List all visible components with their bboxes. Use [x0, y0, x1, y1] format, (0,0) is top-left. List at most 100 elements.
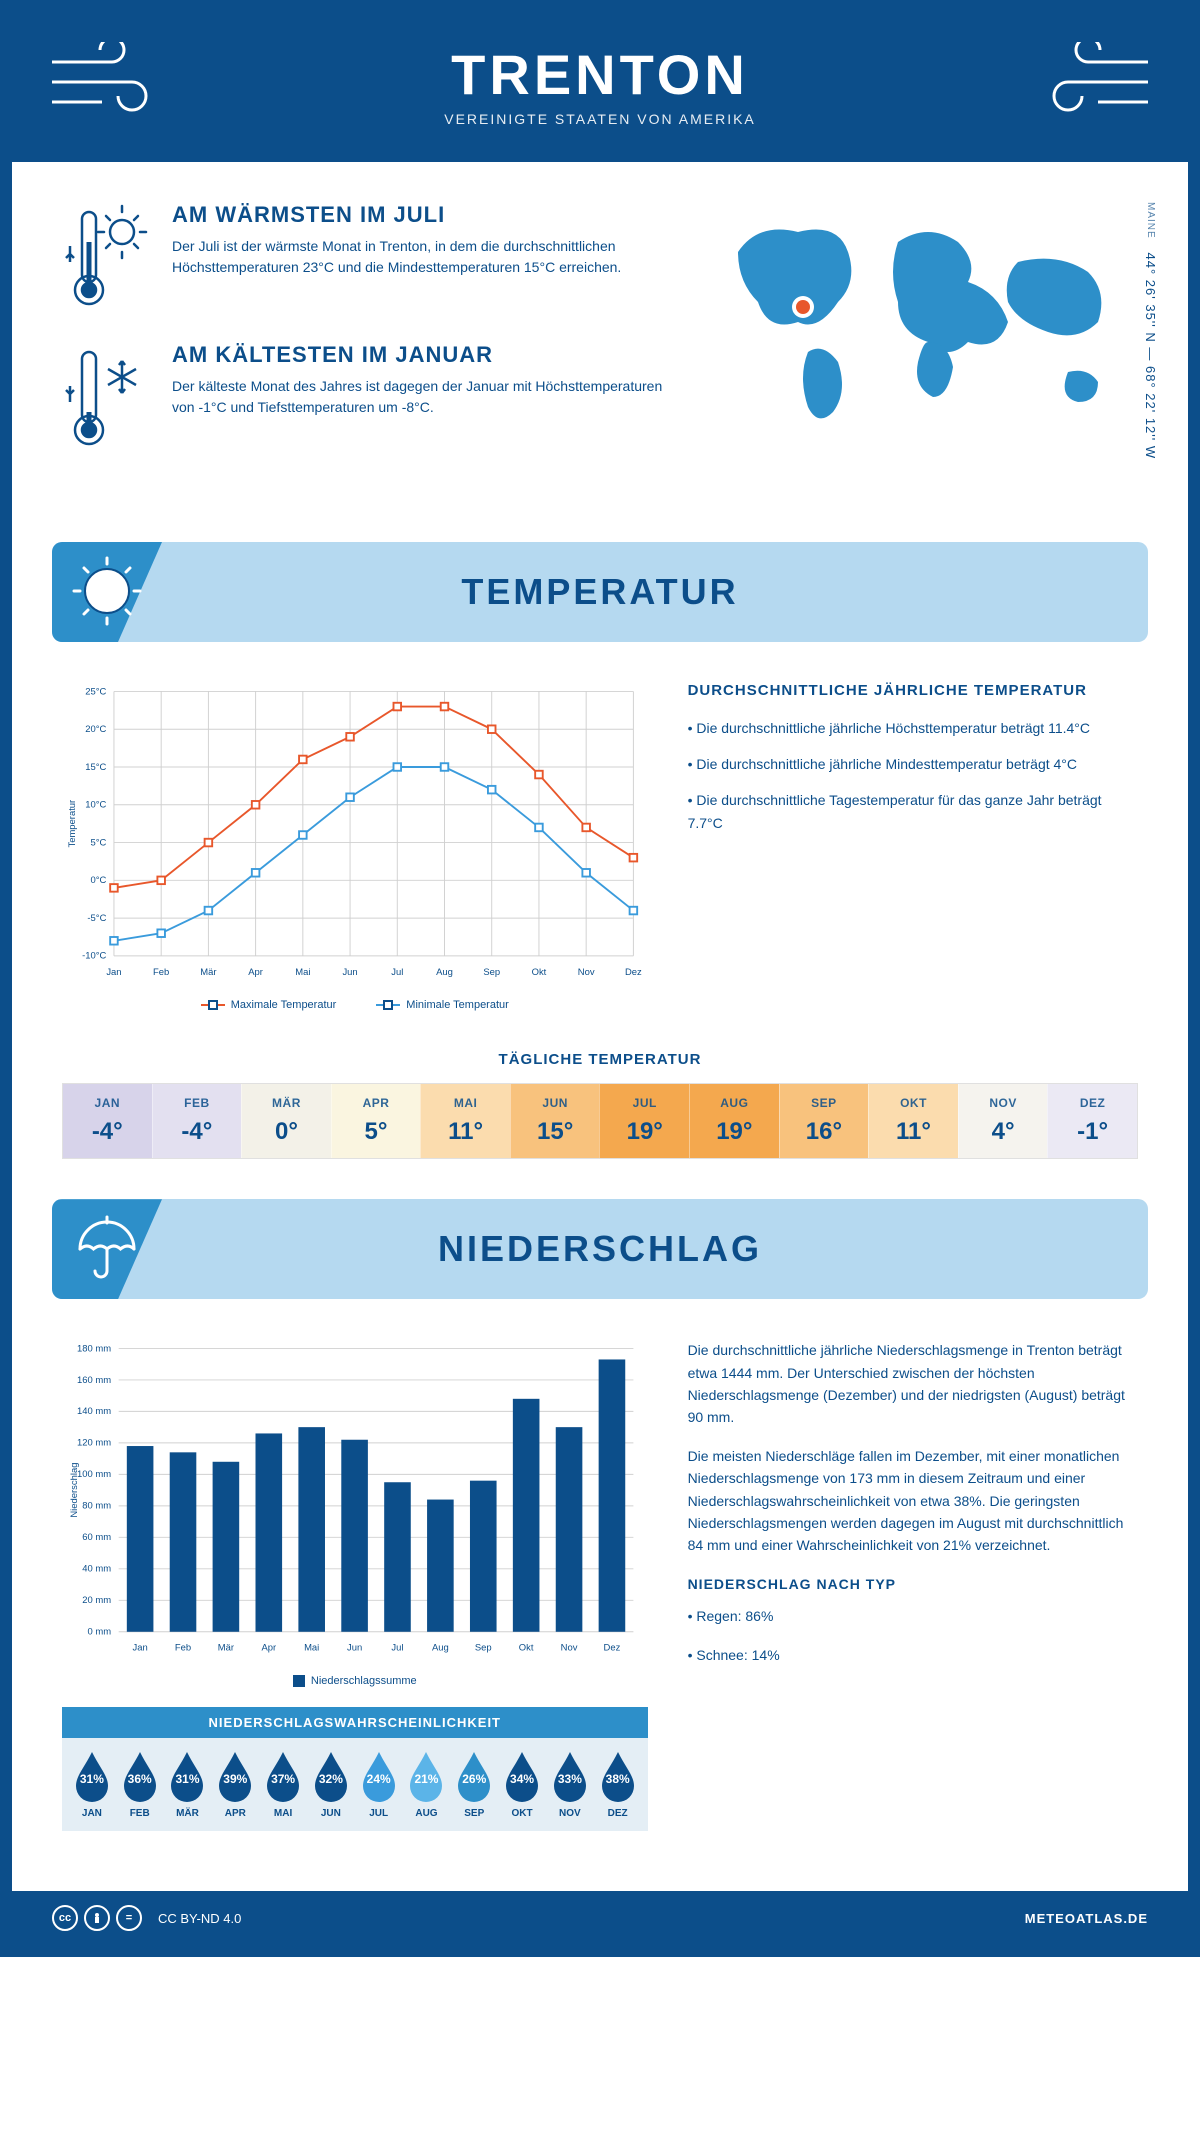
svg-text:20°C: 20°C	[85, 724, 106, 735]
svg-text:100 mm: 100 mm	[77, 1469, 111, 1480]
warmest-block: AM WÄRMSTEN IM JULI Der Juli ist der wär…	[62, 202, 668, 312]
daily-cell: FEB-4°	[152, 1084, 242, 1158]
svg-text:0 mm: 0 mm	[88, 1627, 112, 1638]
svg-text:Mai: Mai	[304, 1643, 319, 1654]
svg-text:140 mm: 140 mm	[77, 1406, 111, 1417]
svg-text:15°C: 15°C	[85, 762, 106, 773]
warmest-title: AM WÄRMSTEN IM JULI	[172, 202, 668, 228]
temperature-title: TEMPERATUR	[461, 571, 738, 613]
thermometer-sun-icon	[62, 202, 152, 312]
cc-icon: cc	[52, 1905, 78, 1931]
svg-text:Jul: Jul	[391, 1643, 403, 1654]
svg-text:Apr: Apr	[261, 1643, 276, 1654]
svg-text:Sep: Sep	[475, 1643, 492, 1654]
daily-cell: DEZ-1°	[1047, 1084, 1137, 1158]
svg-text:180 mm: 180 mm	[77, 1343, 111, 1354]
svg-text:Feb: Feb	[175, 1643, 191, 1654]
intro-section: AM WÄRMSTEN IM JULI Der Juli ist der wär…	[12, 162, 1188, 512]
svg-text:Okt: Okt	[519, 1643, 534, 1654]
svg-text:Temperatur: Temperatur	[67, 800, 78, 848]
umbrella-icon	[70, 1211, 145, 1286]
coldest-title: AM KÄLTESTEN IM JANUAR	[172, 342, 668, 368]
nd-icon: =	[116, 1905, 142, 1931]
license-text: CC BY-ND 4.0	[158, 1911, 241, 1926]
temperature-section-header: TEMPERATUR	[52, 542, 1148, 642]
page: TRENTON VEREINIGTE STAATEN VON AMERIKA	[0, 0, 1200, 1957]
daily-cell: JAN-4°	[63, 1084, 152, 1158]
probability-drop: 37% MAI	[259, 1750, 307, 1819]
precipitation-section-header: NIEDERSCHLAG	[52, 1199, 1148, 1299]
probability-drop: 26% SEP	[450, 1750, 498, 1819]
site-name: METEOATLAS.DE	[1025, 1911, 1148, 1926]
svg-text:160 mm: 160 mm	[77, 1375, 111, 1386]
probability-drop: 31% JAN	[68, 1750, 116, 1819]
svg-text:Mai: Mai	[295, 967, 310, 978]
license-badges: cc = CC BY-ND 4.0	[52, 1905, 241, 1931]
thermometer-snow-icon	[62, 342, 152, 452]
daily-cell: OKT11°	[868, 1084, 958, 1158]
probability-drop: 33% NOV	[546, 1750, 594, 1819]
probability-drop: 21% AUG	[403, 1750, 451, 1819]
footer: cc = CC BY-ND 4.0 METEOATLAS.DE	[12, 1891, 1188, 1945]
temperature-info: DURCHSCHNITTLICHE JÄHRLICHE TEMPERATUR •…	[688, 682, 1138, 1011]
daily-cell: SEP16°	[779, 1084, 869, 1158]
city-title: TRENTON	[32, 42, 1168, 107]
svg-text:80 mm: 80 mm	[82, 1501, 111, 1512]
header: TRENTON VEREINIGTE STAATEN VON AMERIKA	[12, 12, 1188, 162]
precipitation-title: NIEDERSCHLAG	[438, 1228, 762, 1270]
wind-icon	[42, 42, 182, 122]
legend-min: Minimale Temperatur	[376, 999, 509, 1011]
coordinates: MAINE 44° 26' 35'' N — 68° 22' 12'' W	[1143, 202, 1158, 459]
svg-text:Mär: Mär	[218, 1643, 234, 1654]
probability-drop: 32% JUN	[307, 1750, 355, 1819]
temperature-chart: -10°C-5°C0°C5°C10°C15°C20°C25°CJanFebMär…	[62, 682, 648, 1011]
svg-text:Nov: Nov	[561, 1643, 578, 1654]
svg-text:120 mm: 120 mm	[77, 1438, 111, 1449]
daily-cell: MÄR0°	[241, 1084, 331, 1158]
legend-precip: Niederschlagssumme	[293, 1675, 417, 1687]
svg-text:Aug: Aug	[432, 1643, 449, 1654]
coldest-block: AM KÄLTESTEN IM JANUAR Der kälteste Mona…	[62, 342, 668, 452]
daily-cell: APR5°	[331, 1084, 421, 1158]
country-subtitle: VEREINIGTE STAATEN VON AMERIKA	[32, 111, 1168, 127]
probability-drop: 38% DEZ	[594, 1750, 642, 1819]
svg-text:Jan: Jan	[106, 967, 121, 978]
svg-text:Dez: Dez	[625, 967, 642, 978]
by-icon	[84, 1905, 110, 1931]
daily-temp-table: JAN-4°FEB-4°MÄR0°APR5°MAI11°JUN15°JUL19°…	[62, 1083, 1138, 1159]
probability-drop: 34% OKT	[498, 1750, 546, 1819]
probability-drop: 39% APR	[211, 1750, 259, 1819]
svg-text:Dez: Dez	[604, 1643, 621, 1654]
daily-cell: AUG19°	[689, 1084, 779, 1158]
daily-cell: JUL19°	[599, 1084, 689, 1158]
world-map-icon	[698, 202, 1138, 442]
daily-cell: JUN15°	[510, 1084, 600, 1158]
precipitation-chart: 0 mm20 mm40 mm60 mm80 mm100 mm120 mm140 …	[62, 1339, 648, 1831]
svg-text:-10°C: -10°C	[82, 951, 106, 962]
daily-cell: MAI11°	[420, 1084, 510, 1158]
svg-text:Jul: Jul	[391, 967, 403, 978]
svg-text:-5°C: -5°C	[87, 913, 106, 924]
svg-text:Jun: Jun	[347, 1643, 362, 1654]
daily-cell: NOV4°	[958, 1084, 1048, 1158]
warmest-text: Der Juli ist der wärmste Monat in Trento…	[172, 236, 668, 278]
svg-text:Okt: Okt	[532, 967, 547, 978]
precipitation-info: Die durchschnittliche jährliche Niedersc…	[688, 1339, 1138, 1831]
probability-drop: 31% MÄR	[164, 1750, 212, 1819]
probability-drop: 36% FEB	[116, 1750, 164, 1819]
coldest-text: Der kälteste Monat des Jahres ist dagege…	[172, 376, 668, 418]
svg-text:Jun: Jun	[342, 967, 357, 978]
svg-text:0°C: 0°C	[91, 875, 107, 886]
wind-icon	[1018, 42, 1158, 122]
probability-drop: 24% JUL	[355, 1750, 403, 1819]
svg-text:20 mm: 20 mm	[82, 1595, 111, 1606]
legend-max: Maximale Temperatur	[201, 999, 337, 1011]
svg-text:Mär: Mär	[200, 967, 216, 978]
svg-text:Sep: Sep	[483, 967, 500, 978]
svg-text:Feb: Feb	[153, 967, 169, 978]
svg-text:5°C: 5°C	[91, 837, 107, 848]
svg-text:Jan: Jan	[133, 1643, 148, 1654]
svg-text:60 mm: 60 mm	[82, 1532, 111, 1543]
svg-text:10°C: 10°C	[85, 800, 106, 811]
sun-icon	[70, 554, 145, 629]
